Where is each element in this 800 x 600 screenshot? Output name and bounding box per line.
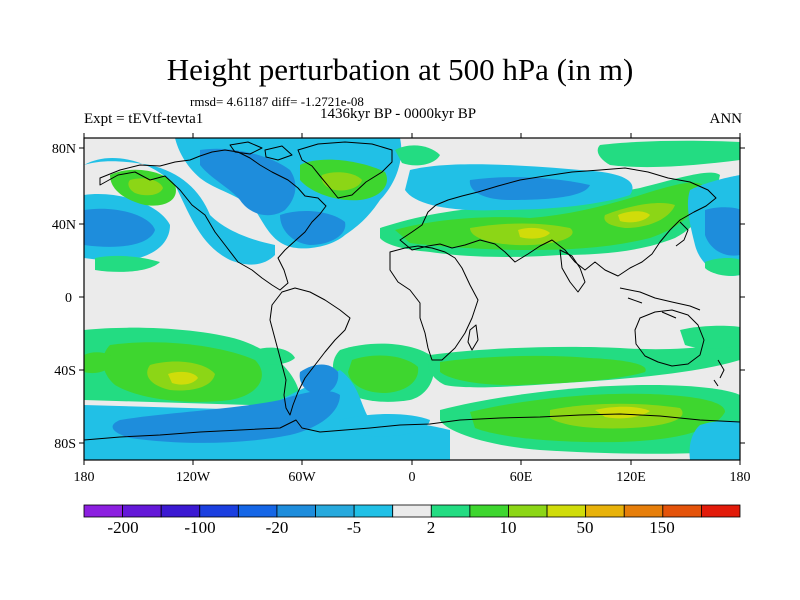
coast-southeast-asia-islands	[619, 287, 701, 319]
colorbar-box	[315, 504, 355, 518]
colorbar-box	[662, 504, 702, 518]
contour-canada-mid	[200, 148, 296, 216]
contour-scandinavia-teal	[395, 145, 440, 166]
time-period-label: 1436kyr BP - 0000kyr BP	[320, 106, 477, 122]
colorbar-box	[508, 504, 548, 518]
colorbar-box	[430, 504, 471, 518]
experiment-label: Expt = tEVtf-tevta1	[84, 111, 204, 127]
lat-label-80s: 80S	[54, 437, 76, 452]
coast-india	[559, 249, 586, 293]
contour-nw-pacific-mid	[705, 207, 740, 256]
coast-south-america	[269, 287, 351, 416]
map-title: Height perturbation at 500 hPa (in m)	[166, 52, 634, 87]
contour-sp-green2	[84, 352, 115, 374]
contour-arctic-green-strip	[597, 140, 740, 168]
contour-se-pacific-teal	[255, 347, 295, 365]
contour-na-blue	[84, 157, 275, 265]
colorbar-label-minus20: -20	[266, 518, 289, 537]
coast-eurasia	[399, 167, 717, 277]
lat-label-40s: 40S	[54, 364, 76, 379]
colorbar-box	[276, 504, 316, 518]
colorbar-box	[623, 504, 664, 518]
contour-alaska-yg	[128, 178, 163, 196]
lon-label-60w: 60W	[288, 470, 316, 485]
lon-label-60e: 60E	[510, 470, 533, 485]
contour-pacific-green	[95, 255, 160, 272]
coast-arctic-islands	[229, 141, 293, 161]
coastlines	[84, 141, 740, 441]
colorbar-label-minus100: -100	[184, 518, 215, 537]
colorbar-box	[701, 504, 741, 518]
contour-indian-green	[440, 355, 646, 386]
lat-label-0: 0	[65, 291, 72, 306]
colorbar-box	[237, 504, 278, 518]
lon-label-120e: 120E	[616, 470, 646, 485]
colorbar-label-150: 150	[649, 518, 675, 537]
contour-east-ant-blue	[689, 420, 740, 460]
contour-sp-yellow	[168, 371, 198, 385]
colorbar-box	[122, 504, 162, 518]
contour-weddell-blue	[339, 414, 430, 437]
colorbar-box	[469, 504, 509, 518]
lon-label-0: 0	[409, 470, 416, 485]
contour-field	[84, 138, 740, 460]
colorbar-box	[546, 504, 587, 518]
coast-madagascar	[467, 324, 479, 351]
colorbar-label-50: 50	[577, 518, 594, 537]
colorbar-box	[160, 504, 201, 518]
coast-australia	[634, 309, 705, 367]
coast-antarctica	[84, 413, 740, 441]
colorbar-box	[392, 504, 432, 518]
contour-yellow-blob	[518, 227, 550, 239]
colorbar-label-10: 10	[500, 518, 517, 537]
contour-siberia-mid	[469, 177, 590, 200]
rmsd-diff-stats: rmsd= 4.61187 diff= -1.2721e-08	[190, 94, 364, 109]
colorbar-label-minus5: -5	[347, 518, 361, 537]
colorbar	[83, 504, 741, 518]
contour-atlantic-blue	[280, 210, 346, 245]
coast-new-zealand	[713, 359, 725, 387]
colorbar-label-minus200: -200	[107, 518, 138, 537]
contour-nw-pacific-green	[705, 258, 740, 276]
coast-japan	[675, 221, 689, 247]
season-label: ANN	[709, 111, 743, 127]
lon-label-180e: 180	[730, 470, 751, 485]
contour-sw-pacific-teal	[680, 325, 740, 349]
coast-greenland	[297, 141, 393, 199]
contour-antarctic-yellow	[595, 406, 650, 419]
colorbar-box	[83, 504, 123, 518]
colorbar-box	[199, 504, 239, 518]
contour-pacific-west-mid	[84, 208, 155, 247]
lat-label-80n: 80N	[52, 142, 76, 157]
contour-china-yellow	[618, 211, 650, 223]
colorbar-box	[585, 504, 625, 518]
contour-sp-mid-blue	[112, 390, 340, 443]
coast-africa	[389, 245, 479, 361]
colorbar-label-2: 2	[427, 518, 436, 537]
lon-label-180w: 180	[74, 470, 95, 485]
colorbar-box	[353, 504, 394, 518]
lat-label-40n: 40N	[52, 218, 76, 233]
axis-ticks	[79, 133, 745, 465]
lon-label-120w: 120W	[176, 470, 211, 485]
coast-north-america	[99, 149, 327, 291]
contour-satl-green	[348, 355, 419, 393]
contour-greenland-yg	[321, 172, 362, 191]
